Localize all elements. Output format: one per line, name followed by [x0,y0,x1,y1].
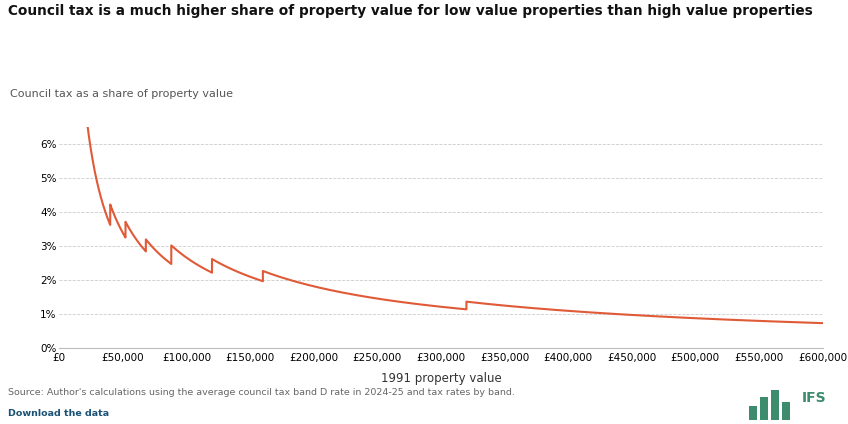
Text: Source: Author's calculations using the average council tax band D rate in 2024-: Source: Author's calculations using the … [8,388,516,397]
Text: IFS: IFS [801,391,826,405]
Text: Download the data: Download the data [8,409,109,418]
Bar [771,390,779,420]
Text: Council tax as a share of property value: Council tax as a share of property value [10,89,232,98]
Bar [782,402,790,420]
Text: Council tax is a much higher share of property value for low value properties th: Council tax is a much higher share of pr… [8,4,813,18]
Bar [760,397,768,420]
X-axis label: 1991 property value: 1991 property value [381,371,501,385]
Bar [749,406,757,420]
